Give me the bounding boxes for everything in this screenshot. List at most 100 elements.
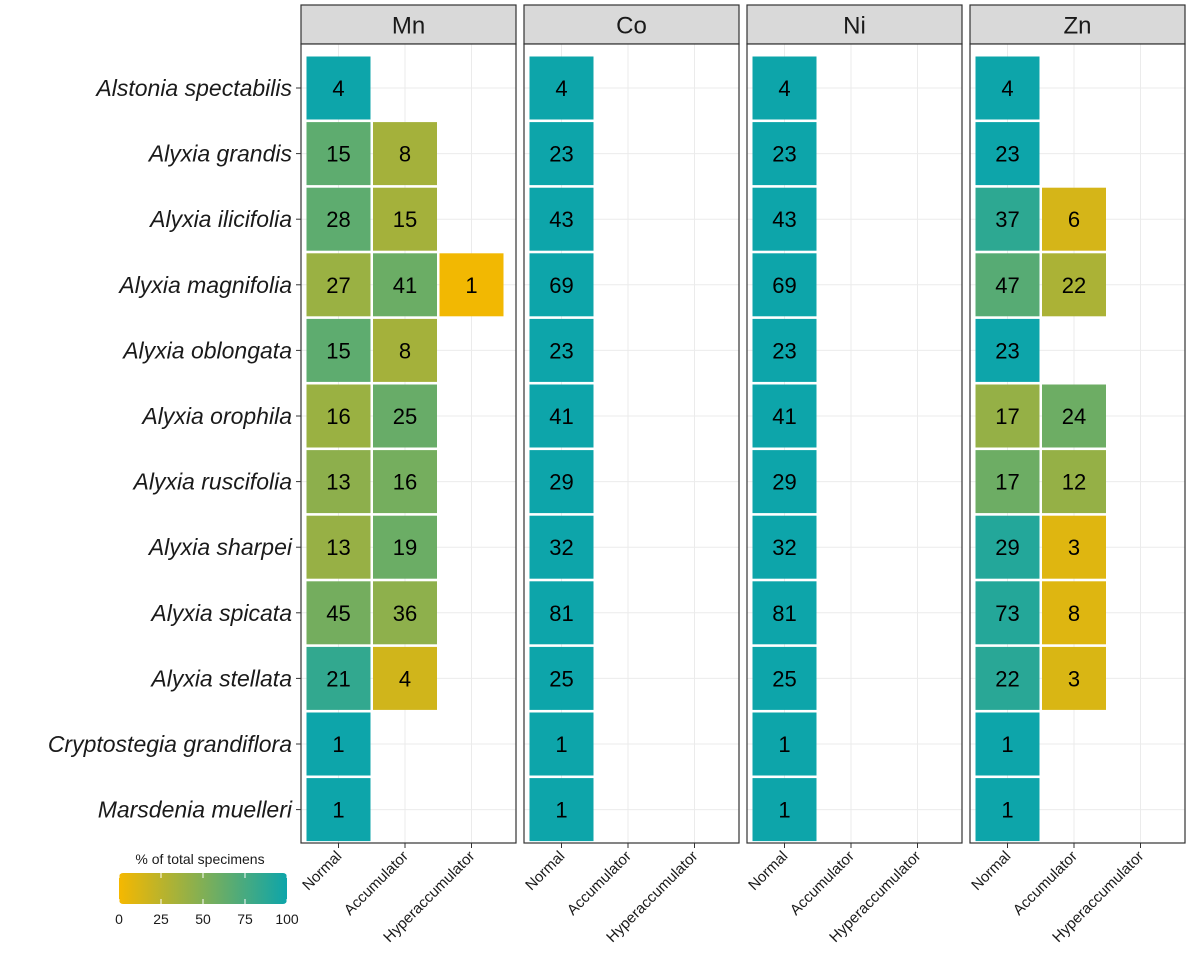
tile-label: 1 bbox=[332, 798, 344, 823]
tile-label: 19 bbox=[393, 535, 417, 560]
tile-label: 6 bbox=[1068, 207, 1080, 232]
tile-label: 69 bbox=[549, 273, 573, 298]
tile-zn-alyxia-ruscifolia-normal bbox=[975, 450, 1040, 514]
tile-label: 15 bbox=[326, 338, 350, 363]
tile-zn-alyxia-spicata-normal bbox=[975, 581, 1040, 645]
tile-zn-alyxia-stellata-accumulator bbox=[1042, 646, 1106, 710]
x-tick-label-accumulator: Accumulator bbox=[341, 848, 412, 919]
tile-label: 4 bbox=[399, 666, 411, 691]
tile-label: 25 bbox=[549, 666, 573, 691]
tile-co-alstonia-spectabilis-normal bbox=[529, 56, 594, 120]
tile-mn-alyxia-sharpei-normal bbox=[306, 515, 371, 579]
tile-label: 13 bbox=[326, 535, 350, 560]
tile-mn-alyxia-ruscifolia-accumulator bbox=[373, 450, 437, 514]
tile-label: 1 bbox=[555, 732, 567, 757]
tile-label: 22 bbox=[1062, 273, 1086, 298]
tile-zn-alyxia-ruscifolia-accumulator bbox=[1042, 450, 1106, 514]
tile-zn-alyxia-ilicifolia-normal bbox=[975, 187, 1040, 251]
tile-label: 1 bbox=[778, 732, 790, 757]
tile-zn-alyxia-sharpei-normal bbox=[975, 515, 1040, 579]
tile-mn-alyxia-oblongata-accumulator bbox=[373, 318, 437, 382]
tile-label: 1 bbox=[1001, 732, 1013, 757]
tile-mn-alyxia-magnifolia-accumulator bbox=[373, 253, 437, 317]
tile-label: 81 bbox=[772, 601, 796, 626]
y-tick-label-alyxia-magnifolia: Alyxia magnifolia bbox=[117, 272, 292, 298]
tile-label: 1 bbox=[332, 732, 344, 757]
tile-label: 28 bbox=[326, 207, 350, 232]
tile-mn-alyxia-sharpei-accumulator bbox=[373, 515, 437, 579]
tile-label: 4 bbox=[555, 76, 567, 101]
tile-mn-alyxia-magnifolia-normal bbox=[306, 253, 371, 317]
tile-label: 32 bbox=[772, 535, 796, 560]
tile-zn-alyxia-spicata-accumulator bbox=[1042, 581, 1106, 645]
tile-zn-alyxia-orophila-accumulator bbox=[1042, 384, 1106, 448]
facet-strip-co bbox=[523, 4, 740, 45]
tile-mn-alyxia-oblongata-normal bbox=[306, 318, 371, 382]
panel-border-co bbox=[523, 43, 740, 844]
facet-label-ni: Ni bbox=[843, 13, 866, 40]
tile-label: 29 bbox=[549, 470, 573, 495]
tile-label: 41 bbox=[549, 404, 573, 429]
tile-mn-cryptostegia-grandiflora-normal bbox=[306, 712, 371, 776]
tile-zn-alyxia-sharpei-accumulator bbox=[1042, 515, 1106, 579]
tile-ni-alyxia-stellata-normal bbox=[752, 646, 817, 710]
tile-ni-alyxia-grandis-normal bbox=[752, 122, 817, 186]
y-tick-label-alyxia-stellata: Alyxia stellata bbox=[149, 665, 292, 691]
tile-label: 13 bbox=[326, 470, 350, 495]
facet-label-zn: Zn bbox=[1063, 13, 1091, 40]
tile-label: 23 bbox=[549, 142, 573, 167]
tile-zn-alyxia-ilicifolia-accumulator bbox=[1042, 187, 1106, 251]
tile-zn-alstonia-spectabilis-normal bbox=[975, 56, 1040, 120]
tile-ni-alstonia-spectabilis-normal bbox=[752, 56, 817, 120]
tile-mn-marsdenia-muelleri-normal bbox=[306, 778, 371, 842]
tile-label: 73 bbox=[995, 601, 1019, 626]
tile-label: 47 bbox=[995, 273, 1019, 298]
tile-label: 23 bbox=[995, 338, 1019, 363]
y-tick-label-alyxia-spicata: Alyxia spicata bbox=[149, 600, 292, 626]
tile-label: 8 bbox=[1068, 601, 1080, 626]
tile-label: 23 bbox=[772, 338, 796, 363]
tile-ni-alyxia-magnifolia-normal bbox=[752, 253, 817, 317]
tile-co-marsdenia-muelleri-normal bbox=[529, 778, 594, 842]
tile-label: 4 bbox=[332, 76, 344, 101]
x-tick-label-normal: Normal bbox=[522, 848, 568, 894]
tile-zn-alyxia-stellata-normal bbox=[975, 646, 1040, 710]
tile-co-alyxia-grandis-normal bbox=[529, 122, 594, 186]
tile-label: 24 bbox=[1062, 404, 1086, 429]
tile-zn-cryptostegia-grandiflora-normal bbox=[975, 712, 1040, 776]
tile-label: 32 bbox=[549, 535, 573, 560]
x-tick-label-normal: Normal bbox=[968, 848, 1014, 894]
tile-mn-alyxia-ruscifolia-normal bbox=[306, 450, 371, 514]
tile-ni-marsdenia-muelleri-normal bbox=[752, 778, 817, 842]
y-tick-label-alyxia-orophila: Alyxia orophila bbox=[140, 403, 292, 429]
tile-label: 4 bbox=[778, 76, 790, 101]
tile-ni-alyxia-orophila-normal bbox=[752, 384, 817, 448]
tile-label: 15 bbox=[326, 142, 350, 167]
tile-label: 8 bbox=[399, 142, 411, 167]
tile-label: 8 bbox=[399, 338, 411, 363]
tile-label: 23 bbox=[995, 142, 1019, 167]
facet-strip-mn bbox=[300, 4, 517, 45]
tile-ni-alyxia-ruscifolia-normal bbox=[752, 450, 817, 514]
tile-co-alyxia-orophila-normal bbox=[529, 384, 594, 448]
tile-label: 81 bbox=[549, 601, 573, 626]
tile-label: 12 bbox=[1062, 470, 1086, 495]
tile-label: 29 bbox=[772, 470, 796, 495]
facet-strip-zn bbox=[969, 4, 1186, 45]
tile-label: 43 bbox=[549, 207, 573, 232]
tile-label: 69 bbox=[772, 273, 796, 298]
legend-colorbar bbox=[119, 873, 287, 904]
tile-mn-alyxia-orophila-normal bbox=[306, 384, 371, 448]
tile-label: 37 bbox=[995, 207, 1019, 232]
tile-label: 1 bbox=[778, 798, 790, 823]
tile-zn-alyxia-magnifolia-accumulator bbox=[1042, 253, 1106, 317]
y-tick-label-cryptostegia-grandiflora: Cryptostegia grandiflora bbox=[48, 731, 292, 757]
tile-zn-alyxia-grandis-normal bbox=[975, 122, 1040, 186]
tile-label: 17 bbox=[995, 470, 1019, 495]
tile-label: 1 bbox=[1001, 798, 1013, 823]
tile-label: 41 bbox=[772, 404, 796, 429]
tile-zn-marsdenia-muelleri-normal bbox=[975, 778, 1040, 842]
tile-mn-alyxia-grandis-accumulator bbox=[373, 122, 437, 186]
tile-label: 25 bbox=[393, 404, 417, 429]
